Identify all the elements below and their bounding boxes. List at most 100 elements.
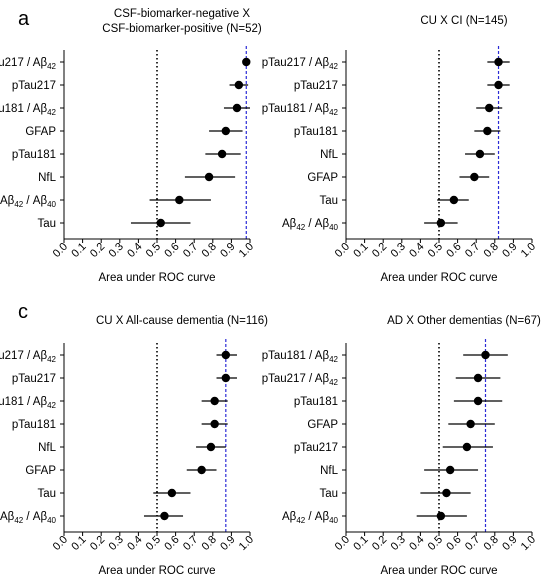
category-label: pTau217 [12, 80, 56, 92]
auc-point [462, 442, 472, 452]
x-tick-label: 0.9 [500, 534, 519, 553]
auc-point [466, 419, 475, 429]
category-label: Aβ42 / Aβ40 [0, 195, 57, 209]
x-axis-title: Area under ROC curve [99, 565, 216, 577]
x-tick-label: 0.4 [125, 534, 144, 553]
x-tick-label: 0.0 [51, 241, 70, 260]
category-label: pTau181 / Aβ42 [0, 396, 57, 410]
x-tick-label: 0.4 [407, 534, 426, 553]
category-label: Tau [37, 218, 56, 230]
category-label: pTau217 / Aβ42 [0, 350, 57, 364]
x-tick-label: 0.8 [200, 241, 219, 260]
category-label: NfL [320, 149, 339, 161]
category-label: GFAP [25, 126, 56, 138]
x-tick-label: 0.5 [426, 534, 445, 553]
auc-point [470, 172, 479, 182]
x-tick-label: 0.0 [333, 241, 352, 260]
panel-title: CU X All-cause dementia (N=116) [96, 315, 268, 327]
x-tick-label: 0.4 [125, 241, 144, 260]
panel-title: CU X CI (N=145) [420, 15, 507, 27]
auc-point [210, 396, 219, 406]
x-tick-label: 0.6 [162, 241, 181, 260]
x-tick-label: 0.2 [370, 241, 389, 260]
category-label: NfL [320, 465, 339, 477]
x-tick-label: 0.9 [500, 241, 519, 260]
auc-point [206, 442, 216, 452]
x-tick-label: 0.2 [88, 241, 107, 260]
x-axis-title: Area under ROC curve [381, 272, 498, 284]
auc-point [494, 80, 503, 90]
x-tick-label: 0.8 [482, 241, 501, 260]
auc-point [485, 103, 494, 113]
category-label: pTau181 [12, 419, 56, 431]
auc-point [210, 419, 219, 429]
x-tick-label: 0.1 [351, 534, 370, 553]
x-tick-label: 0.3 [107, 241, 126, 260]
category-label: GFAP [307, 172, 338, 184]
x-tick-label: 0.5 [144, 534, 163, 553]
category-label: Aβ42 / Aβ40 [0, 511, 57, 525]
category-label: pTau181 / Aβ42 [262, 103, 339, 117]
panel-c: c CU X All-cause dementia (N=116) pTau217 … [0, 301, 268, 577]
x-tick-label: 0.7 [181, 241, 200, 260]
auc-point [175, 195, 184, 205]
x-tick-label: 0.0 [333, 534, 352, 553]
x-tick-label: 0.2 [370, 534, 389, 553]
panel-title: AD X Other dementias (N=67) [387, 315, 541, 327]
auc-point [449, 195, 459, 205]
auc-point [483, 126, 492, 136]
category-label: GFAP [25, 465, 56, 477]
auc-point [167, 488, 177, 498]
category-label: Tau [319, 488, 338, 500]
x-tick-label: 0.7 [181, 534, 200, 553]
x-tick-label: 1.0 [237, 534, 256, 553]
category-label: GFAP [307, 419, 338, 431]
category-label: pTau217 [12, 373, 56, 385]
auc-point [242, 57, 251, 67]
auc-point [473, 396, 483, 406]
category-label: NfL [38, 442, 57, 454]
auc-point [221, 350, 231, 360]
x-tick-label: 0.9 [218, 241, 237, 260]
auc-point [481, 350, 490, 360]
category-label: Tau [319, 195, 338, 207]
x-tick-label: 0.5 [144, 241, 163, 260]
auc-point [436, 511, 446, 521]
category-label: pTau181 [12, 149, 56, 161]
x-tick-label: 0.9 [218, 534, 237, 553]
x-tick-label: 0.1 [69, 241, 88, 260]
auc-point [442, 488, 451, 498]
x-tick-label: 0.8 [482, 534, 501, 553]
panel-letter: a [18, 8, 30, 30]
auc-point [475, 149, 485, 159]
category-label: Aβ42 / Aβ40 [282, 218, 339, 232]
category-label: pTau217 [294, 442, 338, 454]
auc-point [234, 80, 244, 90]
auc-point [494, 57, 503, 67]
panel-title: CSF-biomarker-negative X [114, 8, 250, 20]
x-tick-label: 1.0 [519, 241, 538, 260]
x-tick-label: 0.1 [351, 241, 370, 260]
x-tick-label: 0.6 [162, 534, 181, 553]
panel-d: dAD X Other dementias (N=67)pTau181 / Aβ… [262, 315, 541, 577]
category-label: pTau181 / Aβ42 [262, 350, 339, 364]
category-label: pTau217 / Aβ42 [0, 57, 57, 71]
auc-point [217, 149, 227, 159]
x-tick-label: 0.1 [69, 534, 88, 553]
x-axis-title: Area under ROC curve [99, 272, 216, 284]
x-tick-label: 0.7 [463, 241, 482, 260]
category-label: pTau181 [294, 396, 338, 408]
auc-point [156, 218, 165, 228]
panel-title: CSF-biomarker-positive (N=52) [102, 23, 262, 35]
x-axis-title: Area under ROC curve [381, 565, 498, 577]
category-label: pTau217 [294, 80, 338, 92]
auc-point [473, 373, 483, 383]
auc-point [232, 103, 242, 113]
auc-point [221, 373, 231, 383]
category-label: Tau [37, 488, 56, 500]
auc-point [445, 465, 455, 475]
auc-point [204, 172, 214, 182]
category-label: pTau217 / Aβ42 [262, 373, 339, 387]
x-tick-label: 0.5 [426, 241, 445, 260]
